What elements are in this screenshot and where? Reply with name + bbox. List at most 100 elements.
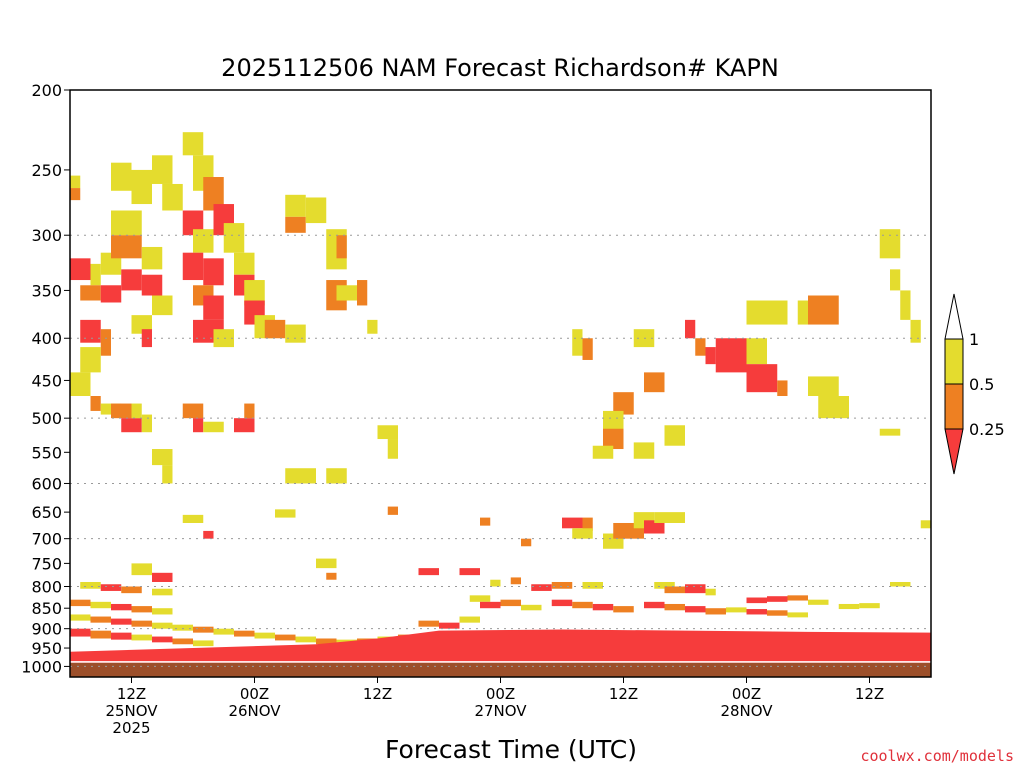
x-tick-label: 12Z	[117, 685, 146, 703]
x-axis-label: Forecast Time (UTC)	[385, 735, 637, 764]
richardson-cell	[459, 568, 480, 576]
richardson-cell	[100, 584, 122, 591]
richardson-cell	[213, 628, 234, 635]
x-tick-label: 27NOV	[474, 702, 527, 720]
richardson-cell	[223, 223, 245, 253]
richardson-cell	[592, 603, 614, 611]
richardson-cell	[705, 588, 716, 596]
richardson-cell	[500, 599, 521, 607]
richardson-cell	[285, 324, 306, 343]
richardson-cell	[746, 338, 767, 365]
richardson-cell	[746, 300, 788, 325]
richardson-cell	[551, 599, 573, 607]
richardson-cell	[654, 512, 685, 523]
richardson-cell	[633, 442, 655, 459]
richardson-cell	[80, 319, 101, 343]
richardson-cell	[797, 300, 808, 325]
richardson-cell	[295, 636, 316, 643]
richardson-cell	[316, 638, 337, 645]
richardson-cell	[182, 252, 204, 281]
richardson-cell	[357, 280, 368, 306]
richardson-cell	[70, 372, 91, 397]
richardson-cell	[859, 603, 880, 609]
y-tick-label: 550	[31, 443, 62, 462]
richardson-cell	[131, 169, 152, 205]
richardson-cell	[582, 338, 593, 360]
richardson-cell	[582, 581, 603, 589]
y-tick-label: 1000	[21, 657, 62, 676]
richardson-cell	[582, 517, 593, 531]
richardson-cell	[234, 252, 255, 275]
y-axis: 200 250 300 350 400 450 500 550 600 650 700 750 800 8…	[21, 81, 70, 676]
richardson-cell	[193, 418, 204, 433]
y-tick-label: 950	[31, 639, 62, 658]
richardson-cell	[70, 258, 91, 281]
x-tick-label: 12Z	[855, 685, 884, 703]
richardson-cell	[111, 235, 142, 259]
richardson-cells	[70, 132, 931, 647]
richardson-cell	[664, 586, 685, 594]
richardson-cell	[480, 601, 501, 609]
richardson-cell	[141, 246, 163, 270]
richardson-cell	[152, 608, 173, 615]
richardson-cell	[787, 612, 808, 618]
richardson-cell	[162, 465, 173, 484]
richardson-cell	[152, 588, 173, 596]
richardson-cell	[141, 274, 163, 296]
richardson-cell	[203, 177, 224, 211]
x-tick-label: 12Z	[363, 685, 392, 703]
richardson-cell	[726, 607, 747, 613]
richardson-cell	[141, 329, 152, 348]
richardson-cell	[203, 421, 224, 433]
colorbar-yellow-bin	[944, 338, 964, 385]
richardson-cell	[141, 414, 152, 433]
richardson-cell	[152, 155, 173, 184]
colorbar: 1 0.5 0.25	[944, 293, 1005, 475]
richardson-cell	[80, 581, 101, 589]
richardson-cell	[685, 319, 696, 339]
richardson-cell	[336, 235, 347, 259]
y-tick-label: 500	[31, 409, 62, 428]
richardson-cell	[111, 632, 132, 640]
richardson-cell	[808, 295, 839, 325]
richardson-cell	[80, 347, 101, 373]
richardson-cell	[510, 577, 521, 585]
richardson-cell	[244, 403, 255, 419]
y-tick-label: 450	[31, 371, 62, 390]
y-tick-label: 750	[31, 554, 62, 573]
richardson-cell	[551, 581, 573, 589]
y-tick-label: 400	[31, 329, 62, 348]
credit-text: coolwx.com/models	[860, 747, 1014, 765]
richardson-cell	[644, 520, 665, 534]
richardson-cell	[90, 396, 101, 411]
richardson-cell	[746, 364, 778, 393]
richardson-cell	[490, 579, 501, 587]
richardson-cell	[326, 572, 337, 580]
richardson-cell	[377, 425, 398, 440]
richardson-cell	[603, 428, 624, 450]
y-tick-label: 200	[31, 81, 62, 100]
richardson-cell	[818, 396, 849, 419]
y-tick-label: 650	[31, 503, 62, 522]
plot-area	[69, 89, 932, 678]
richardson-cell	[480, 517, 491, 526]
richardson-cell	[100, 285, 122, 303]
richardson-cell	[131, 563, 152, 576]
richardson-cell	[644, 601, 665, 609]
richardson-cell	[531, 584, 552, 591]
y-tick-label: 600	[31, 474, 62, 493]
richardson-cell	[100, 329, 111, 356]
richardson-cell	[808, 599, 829, 605]
richardson-cell	[920, 520, 931, 529]
richardson-cell	[131, 403, 142, 419]
richardson-cell	[70, 628, 91, 637]
colorbar-top-triangle	[944, 293, 964, 340]
richardson-cell	[890, 269, 901, 291]
richardson-cell	[193, 229, 214, 253]
richardson-cell	[152, 572, 173, 582]
richardson-cell	[121, 418, 142, 433]
richardson-cell	[562, 517, 583, 529]
richardson-cell	[418, 568, 439, 576]
richardson-cell	[182, 132, 204, 156]
